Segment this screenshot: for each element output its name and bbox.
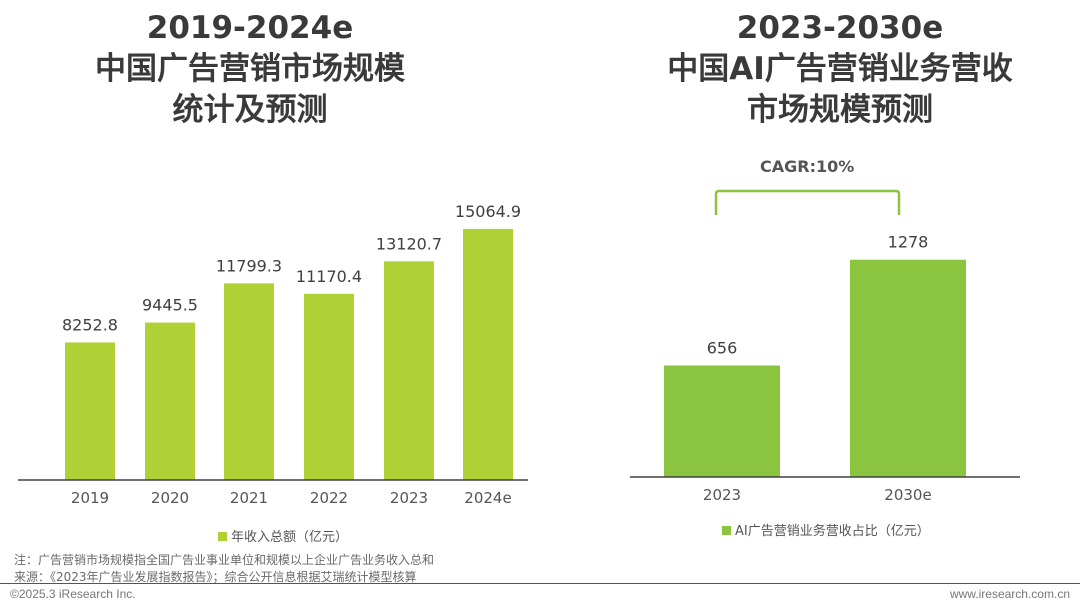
x-tick-label: 2019 (71, 489, 109, 507)
x-tick-label: 2030e (884, 486, 931, 504)
data-label: 11799.3 (216, 256, 282, 275)
data-label: 8252.8 (62, 315, 118, 334)
left-legend: 年收入总额（亿元） (218, 526, 348, 545)
x-tick-label: 2021 (230, 489, 268, 507)
right-title-line-2: 中国AI广告营销业务营收 (667, 51, 1013, 87)
x-tick-label: 2023 (390, 489, 428, 507)
legend-label: 年收入总额（亿元） (231, 530, 349, 545)
data-label: 15064.9 (455, 202, 521, 221)
right-title-line-3: 市场规模预测 (747, 92, 933, 128)
data-label: 1278 (888, 233, 929, 252)
x-tick-label: 2024e (464, 489, 511, 507)
bar-2023 (384, 261, 434, 480)
x-tick-label: 2020 (151, 489, 189, 507)
bar-2024e (463, 228, 513, 480)
bar-2021 (224, 283, 274, 480)
bar-2022 (304, 293, 354, 480)
right-chart-title: 2023-2030e 中国AI广告营销业务营收 市场规模预测 (590, 8, 1080, 131)
legend-swatch (218, 532, 227, 541)
bar-2030e (850, 259, 966, 477)
bar-2023 (664, 365, 780, 477)
legend-label: AI广告营销业务营收占比（亿元） (735, 524, 930, 539)
right-legend: AI广告营销业务营收占比（亿元） (722, 520, 930, 539)
data-label: 9445.5 (142, 296, 198, 315)
source-note: 来源：《2023年广告业发展指数报告》；综合公开信息根据艾瑞统计模型核算 (14, 570, 417, 584)
right-title-line-1: 2023-2030e (736, 10, 944, 46)
bar-2020 (145, 322, 195, 480)
left-title-line-2: 中国广告营销市场规模 (95, 51, 405, 87)
data-label: 11170.4 (296, 267, 362, 286)
footer-divider (0, 583, 1080, 584)
legend-swatch (722, 526, 731, 535)
data-label: 656 (707, 338, 738, 357)
data-label: 13120.7 (376, 234, 442, 253)
left-chart-title: 2019-2024e 中国广告营销市场规模 统计及预测 (20, 8, 480, 131)
copyright: ©2025.3 iResearch Inc. (10, 587, 136, 601)
footnote: 注：广告营销市场规模指全国广告业事业单位和规模以上企业广告业务收入总和 (14, 553, 435, 567)
left-title-line-3: 统计及预测 (172, 92, 328, 128)
x-tick-label: 2022 (310, 489, 348, 507)
cagr-annotation: CAGR:10% (760, 157, 855, 176)
cagr-bracket (714, 189, 901, 215)
website-link[interactable]: www.iresearch.com.cn (949, 587, 1070, 601)
x-tick-label: 2023 (703, 486, 741, 504)
bar-2019 (65, 342, 115, 480)
left-title-line-1: 2019-2024e (146, 10, 354, 46)
